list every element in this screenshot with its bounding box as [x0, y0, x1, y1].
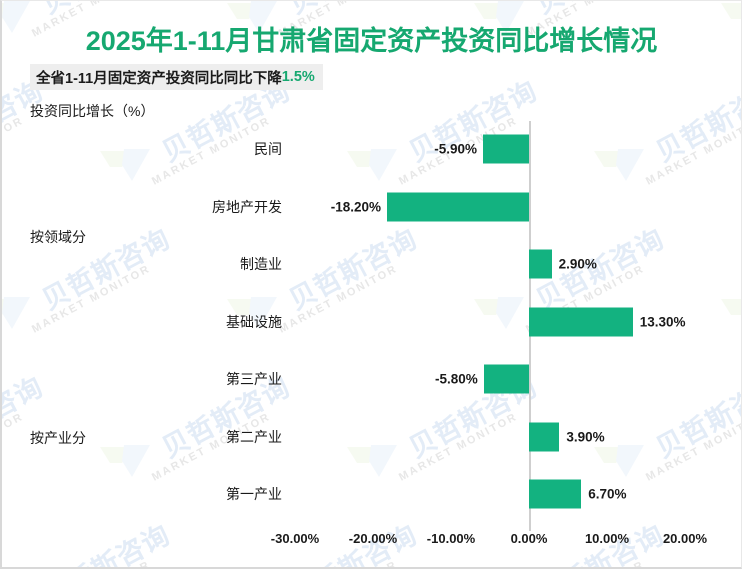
category-label: 制造业 [240, 256, 282, 272]
bar-value-label: -18.20% [330, 199, 382, 214]
bar-row[interactable]: 第二产业 3.90% [2, 409, 741, 465]
bar-value-label: 13.30% [639, 314, 686, 329]
bar[interactable] [529, 249, 552, 279]
chart-title: 2025年1-11月甘肃省固定资产投资同比增长情况 [85, 26, 658, 56]
x-axis-ticks: -30.00% -20.00% -10.00% 0.00% 10.00% 20.00% [2, 531, 741, 553]
category-label: 民间 [254, 141, 282, 157]
bar-value-label: 6.70% [588, 486, 627, 502]
bar-value-label: 3.90% [566, 429, 605, 444]
subtitle-banner: 全省1-11月固定资产投资同比同比下降 1.5% [30, 64, 323, 90]
subtitle-value: 1.5% [281, 69, 315, 85]
bar-value-label: 2.90% [558, 256, 597, 272]
x-axis-tick-label: 20.00% [662, 531, 708, 546]
category-label: 第二产业 [226, 428, 282, 445]
group-label: 按产业分 [30, 430, 86, 447]
bar-row[interactable]: 民间 -5.90% [2, 121, 741, 177]
bar-value-label: -5.80% [434, 371, 478, 387]
x-axis-tick-label: 10.00% [584, 531, 630, 546]
bar[interactable] [482, 134, 529, 164]
x-axis-tick-label: -10.00% [426, 531, 476, 546]
bar-row[interactable]: 制造业 2.90% [2, 236, 741, 292]
category-label: 基础设施 [226, 313, 282, 330]
plot-area: 民间 -5.90% 房地产开发 -18.20% 制造业 2.90% 基础设施 13.30% 第三… [2, 121, 741, 531]
category-label: 房地产开发 [212, 198, 282, 215]
x-axis-tick-label: 0.00% [510, 531, 548, 546]
subtitle-text: 全省1-11月固定资产投资同比同比下降 [36, 70, 282, 87]
bar-row[interactable]: 基础设施 13.30% [2, 294, 741, 350]
category-label: 第一产业 [226, 486, 282, 502]
x-axis-tick-label: -30.00% [270, 531, 320, 546]
bar-value-label: -5.90% [434, 141, 477, 157]
bar-row[interactable]: 房地产开发 -18.20% [2, 179, 741, 235]
bar[interactable] [529, 479, 582, 509]
bar[interactable] [529, 307, 633, 336]
x-axis-tick-label: -20.00% [348, 531, 398, 546]
bar-row[interactable]: 第一产业 6.70% [2, 466, 741, 522]
category-label: 第三产业 [226, 371, 282, 387]
group-label: 按领域分 [30, 229, 86, 245]
bar-row[interactable]: 第三产业 -5.80% [2, 351, 741, 407]
bar[interactable] [529, 422, 560, 451]
bar[interactable] [387, 192, 529, 221]
bar[interactable] [483, 364, 529, 394]
value-axis-label: 投资同比增长（%） [30, 103, 155, 119]
